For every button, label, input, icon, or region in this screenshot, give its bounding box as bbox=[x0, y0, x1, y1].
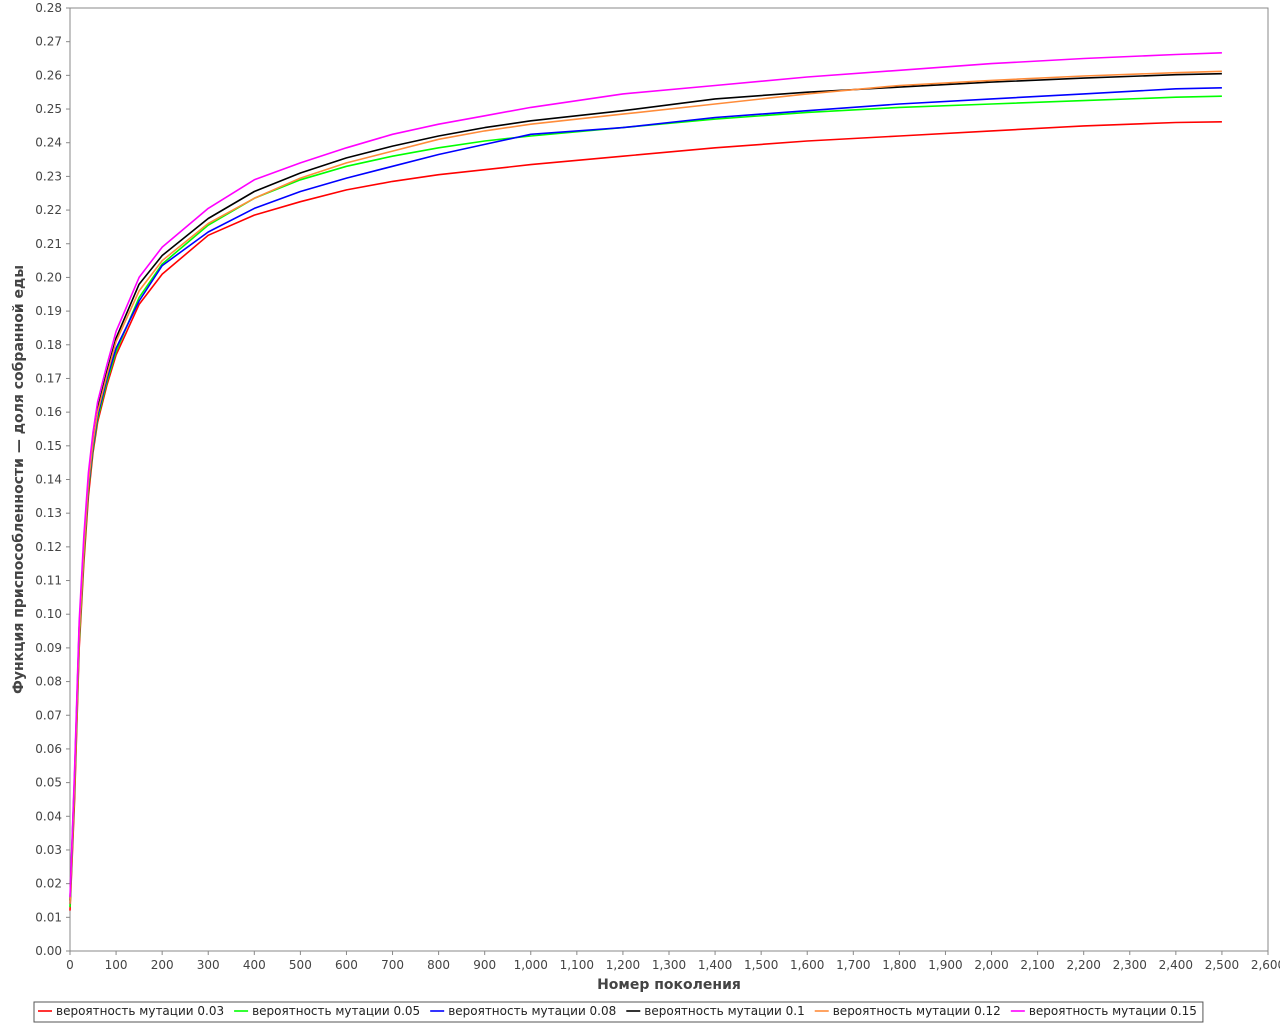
plot-area bbox=[69, 7, 1269, 952]
legend-item: вероятность мутации 0.03 bbox=[38, 1004, 224, 1018]
y-tick-label: 0.06 bbox=[35, 742, 62, 756]
legend-label: вероятность мутации 0.08 bbox=[448, 1004, 616, 1018]
y-tick-label: 0.04 bbox=[35, 809, 62, 823]
x-tick-label: 1,300 bbox=[652, 958, 686, 972]
y-tick-label: 0.17 bbox=[35, 371, 62, 385]
legend-box bbox=[33, 1001, 1204, 1023]
x-tick-label: 1,700 bbox=[836, 958, 870, 972]
y-tick-label: 0.20 bbox=[35, 270, 62, 284]
y-tick-label: 0.18 bbox=[35, 338, 62, 352]
y-tick-label: 0.03 bbox=[35, 843, 62, 857]
legend-label: вероятность мутации 0.15 bbox=[1029, 1004, 1197, 1018]
x-tick-label: 1,200 bbox=[606, 958, 640, 972]
x-tick-label: 300 bbox=[197, 958, 220, 972]
y-axis-title: Функция приспособленности — доля собранн… bbox=[11, 265, 27, 694]
legend-label: вероятность мутации 0.12 bbox=[833, 1004, 1001, 1018]
x-tick-label: 700 bbox=[381, 958, 404, 972]
y-tick-label: 0.11 bbox=[35, 574, 62, 588]
y-tick-label: 0.16 bbox=[35, 405, 62, 419]
x-tick-label: 2,500 bbox=[1205, 958, 1239, 972]
y-tick-label: 0.00 bbox=[35, 944, 62, 958]
y-tick-label: 0.26 bbox=[35, 68, 62, 82]
x-tick-label: 2,100 bbox=[1020, 958, 1054, 972]
legend-item: вероятность мутации 0.08 bbox=[430, 1004, 616, 1018]
y-tick-label: 0.23 bbox=[35, 169, 62, 183]
legend: вероятность мутации 0.03 вероятность мута… bbox=[33, 1001, 1204, 1023]
y-tick-label: 0.15 bbox=[35, 439, 62, 453]
y-tick-label: 0.08 bbox=[35, 675, 62, 689]
y-tick-label: 0.12 bbox=[35, 540, 62, 554]
x-tick-label: 1,800 bbox=[882, 958, 916, 972]
x-tick-label: 2,000 bbox=[974, 958, 1008, 972]
x-tick-label: 0 bbox=[66, 958, 74, 972]
series-layer bbox=[69, 52, 1222, 911]
x-tick-label: 1,900 bbox=[928, 958, 962, 972]
legend-item: вероятность мутации 0.12 bbox=[814, 1004, 1001, 1018]
x-tick-label: 100 bbox=[105, 958, 128, 972]
x-tick-label: 200 bbox=[151, 958, 174, 972]
y-tick-label: 0.24 bbox=[35, 136, 62, 150]
x-tick-label: 2,200 bbox=[1067, 958, 1101, 972]
y-tick-label: 0.14 bbox=[35, 473, 62, 487]
series-line bbox=[69, 70, 1222, 904]
legend-item: вероятность мутации 0.15 bbox=[1010, 1004, 1197, 1018]
x-tick-label: 1,000 bbox=[514, 958, 548, 972]
y-tick-label: 0.13 bbox=[35, 506, 62, 520]
legend-item: вероятность мутации 0.05 bbox=[234, 1004, 420, 1018]
y-tick-label: 0.10 bbox=[35, 607, 62, 621]
y-tick-label: 0.02 bbox=[35, 877, 62, 891]
legend-item: вероятность мутации 0.1 bbox=[626, 1004, 805, 1018]
legend-label: вероятность мутации 0.05 bbox=[252, 1004, 420, 1018]
y-tick-label: 0.21 bbox=[35, 237, 62, 251]
x-tick-label: 1,600 bbox=[790, 958, 824, 972]
x-axis: 0 100 200 300 400 500 600 700 800 900 1,000 1,100 1,… bbox=[66, 951, 1280, 972]
y-tick-label: 0.19 bbox=[35, 304, 62, 318]
x-tick-label: 600 bbox=[335, 958, 358, 972]
y-tick-label: 0.22 bbox=[35, 203, 62, 217]
y-tick-label: 0.05 bbox=[35, 776, 62, 790]
y-tick-label: 0.09 bbox=[35, 641, 62, 655]
y-tick-label: 0.25 bbox=[35, 102, 62, 116]
x-tick-label: 1,400 bbox=[698, 958, 732, 972]
y-axis: 0.00 0.01 0.02 0.03 0.04 0.05 0.06 0.07 0.08 0.09… bbox=[35, 1, 70, 958]
x-tick-label: 1,100 bbox=[560, 958, 594, 972]
x-tick-label: 500 bbox=[289, 958, 312, 972]
y-tick-label: 0.27 bbox=[35, 35, 62, 49]
x-tick-label: 400 bbox=[243, 958, 266, 972]
x-tick-label: 2,400 bbox=[1159, 958, 1193, 972]
legend-label: вероятность мутации 0.03 bbox=[56, 1004, 224, 1018]
x-tick-label: 2,600 bbox=[1251, 958, 1280, 972]
x-tick-label: 900 bbox=[473, 958, 496, 972]
legend-label: вероятность мутации 0.1 bbox=[644, 1004, 804, 1018]
x-tick-label: 2,300 bbox=[1113, 958, 1147, 972]
y-tick-label: 0.07 bbox=[35, 708, 62, 722]
series-line bbox=[69, 52, 1222, 898]
x-axis-title: Номер поколения bbox=[597, 977, 741, 993]
x-tick-label: 1,500 bbox=[744, 958, 778, 972]
y-tick-label: 0.28 bbox=[35, 1, 62, 15]
x-tick-label: 800 bbox=[427, 958, 450, 972]
y-tick-label: 0.01 bbox=[35, 910, 62, 924]
